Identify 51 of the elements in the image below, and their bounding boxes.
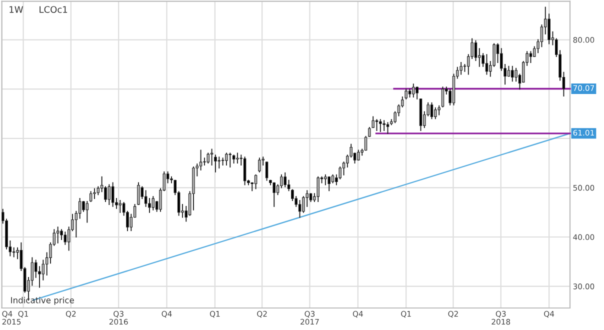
candlestick bbox=[206, 152, 210, 164]
chart-subtitle: 1W bbox=[10, 6, 24, 13]
candlestick bbox=[460, 62, 462, 75]
candlestick bbox=[298, 200, 302, 218]
candlestick bbox=[56, 226, 60, 244]
candlestick bbox=[375, 119, 378, 131]
candlestick bbox=[236, 152, 239, 164]
candlestick bbox=[382, 120, 386, 131]
candlestick bbox=[474, 40, 478, 61]
candlestick bbox=[64, 232, 67, 245]
candlestick bbox=[152, 196, 155, 210]
candlestick bbox=[416, 86, 418, 100]
annotation: Indicative price bbox=[11, 296, 74, 305]
candlestick bbox=[12, 247, 16, 258]
candlestick bbox=[379, 119, 382, 132]
candlestick bbox=[529, 51, 532, 63]
candlestick bbox=[42, 260, 45, 280]
candlestick bbox=[434, 107, 437, 120]
candlestick bbox=[507, 66, 510, 77]
candlestick bbox=[89, 191, 92, 202]
candlestick bbox=[272, 182, 276, 207]
candlestick bbox=[86, 201, 89, 223]
candlestick bbox=[228, 152, 232, 168]
candlestick bbox=[111, 182, 114, 207]
candlestick bbox=[144, 190, 148, 207]
candlestick bbox=[511, 66, 514, 82]
candlestick bbox=[328, 176, 330, 192]
chart-title: LCOc1 bbox=[40, 6, 68, 13]
candlestick bbox=[243, 156, 246, 186]
candlestick bbox=[225, 152, 228, 166]
candlestick bbox=[93, 188, 96, 200]
candlestick bbox=[430, 102, 434, 120]
candlestick bbox=[210, 148, 214, 166]
candlestick bbox=[203, 158, 206, 166]
candlestick bbox=[324, 174, 327, 186]
candlestick bbox=[199, 150, 202, 170]
candlestick bbox=[357, 150, 360, 161]
candlestick bbox=[258, 158, 261, 172]
candlestick bbox=[412, 84, 415, 98]
candlestick bbox=[485, 54, 488, 75]
candlestick bbox=[221, 158, 224, 166]
candlestick bbox=[386, 122, 390, 134]
candlestick bbox=[108, 184, 111, 205]
candlestick bbox=[118, 200, 122, 213]
candlestick bbox=[316, 176, 320, 202]
candlestick bbox=[284, 172, 286, 188]
candlestick bbox=[78, 198, 82, 219]
candlestick bbox=[254, 174, 258, 190]
candlestick bbox=[265, 162, 268, 181]
candlestick bbox=[441, 86, 444, 108]
candlestick bbox=[218, 156, 221, 168]
